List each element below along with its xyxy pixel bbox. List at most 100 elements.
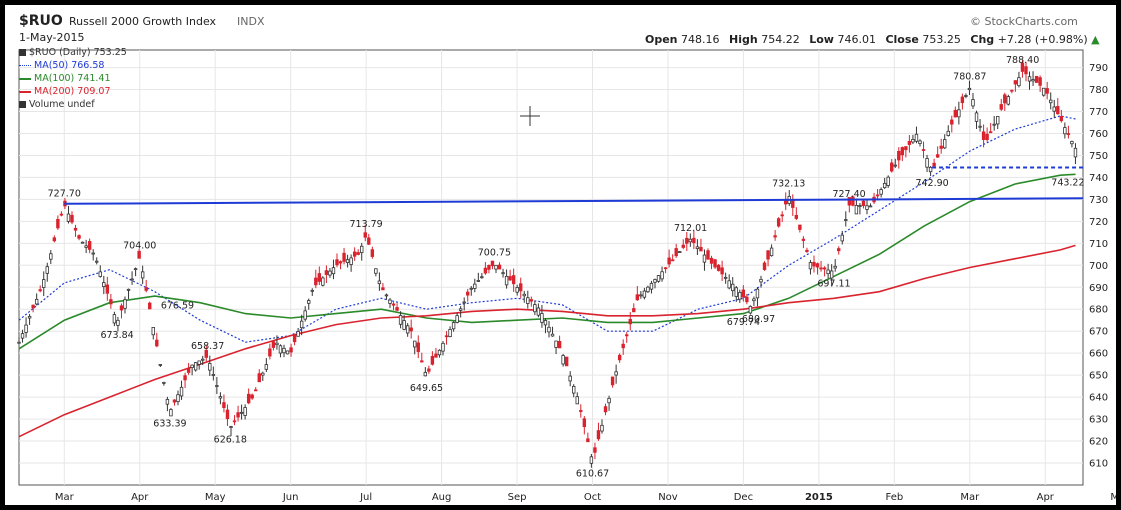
candle-body xyxy=(540,313,544,323)
x-tick-label: Jun xyxy=(282,492,299,503)
candle-body xyxy=(617,354,622,361)
candle-body xyxy=(455,315,459,323)
chg-value: +7.28 (+0.98%) xyxy=(997,33,1088,46)
price-annotation: 626.18 xyxy=(214,434,247,445)
candle-body xyxy=(596,430,601,440)
candle-body xyxy=(805,249,809,252)
candle-body xyxy=(554,340,558,348)
candle-body xyxy=(897,150,901,161)
candle-body xyxy=(402,320,406,330)
candle-body xyxy=(473,283,477,289)
candle-body xyxy=(738,292,742,300)
candle-body xyxy=(875,194,880,197)
candle-body xyxy=(395,307,399,311)
candle-body xyxy=(988,131,993,134)
x-tick-label: Feb xyxy=(885,492,903,503)
candle-body xyxy=(303,310,307,320)
x-tick-label: Apr xyxy=(131,492,149,503)
candle-body xyxy=(374,268,378,274)
candle-body xyxy=(179,386,184,397)
candle-body xyxy=(52,237,57,242)
candle-body xyxy=(900,147,905,156)
candle-body xyxy=(1070,140,1074,145)
candle-body xyxy=(377,280,382,285)
legend-label: $RUO (Daily) 753.25 xyxy=(29,47,127,58)
x-tick-label: Mar xyxy=(55,492,75,503)
candle-body xyxy=(589,456,594,464)
candle-body xyxy=(943,139,947,149)
candle-body xyxy=(257,373,261,383)
candle-body xyxy=(603,406,608,413)
trend-lines xyxy=(64,166,1084,205)
candle-body xyxy=(246,393,251,404)
candle-body xyxy=(660,271,664,280)
high-value: 754.22 xyxy=(761,33,800,46)
price-annotation: 742.90 xyxy=(915,178,948,189)
x-tick-label: Dec xyxy=(734,492,753,503)
trend-line xyxy=(64,197,1084,205)
line-icon xyxy=(19,90,31,93)
candle-body xyxy=(296,331,300,337)
candle-body xyxy=(561,355,565,365)
candle-body xyxy=(833,265,837,269)
candle-body xyxy=(762,262,767,270)
candle-body xyxy=(398,315,403,325)
candle-body xyxy=(1034,75,1039,83)
candle-body xyxy=(250,394,254,399)
candle-body xyxy=(1031,79,1035,82)
candle-body xyxy=(232,420,237,423)
candle-body xyxy=(190,364,194,368)
candle-body xyxy=(688,238,693,243)
candle-body xyxy=(798,224,802,230)
candle-body xyxy=(928,166,933,173)
x-tick-label: Jul xyxy=(359,492,372,503)
candle-body xyxy=(98,271,102,277)
candle-body xyxy=(49,253,53,260)
candle-body xyxy=(427,368,431,372)
candle-body xyxy=(66,213,71,222)
legend-item: $RUO (Daily) 753.25 xyxy=(19,46,127,59)
candle-body xyxy=(169,409,173,417)
candle-body xyxy=(215,385,219,387)
candle-body xyxy=(971,99,975,107)
y-tick-label: 790 xyxy=(1089,63,1108,74)
price-annotation: 680.97 xyxy=(742,314,775,325)
candle-body xyxy=(222,402,226,409)
y-tick-label: 740 xyxy=(1089,173,1108,184)
candle-body xyxy=(307,300,311,304)
candle-body xyxy=(504,275,509,286)
candle-icon xyxy=(19,49,26,56)
candle-body xyxy=(328,270,332,276)
candle-body xyxy=(918,140,922,144)
candle-body xyxy=(861,200,866,207)
price-chart: 727.70 704.00 673.84 676.59 633.39 658.37 626.… xyxy=(17,49,1116,503)
candle-body xyxy=(731,283,735,292)
candle-body xyxy=(321,277,325,286)
x-tick-label: Mar xyxy=(960,492,980,503)
candle-body xyxy=(356,252,360,255)
candle-body xyxy=(289,347,293,353)
x-tick-label: Nov xyxy=(658,492,678,503)
y-tick-label: 620 xyxy=(1089,437,1108,448)
candle-body xyxy=(501,272,505,275)
y-tick-label: 630 xyxy=(1089,415,1108,426)
candle-body xyxy=(324,270,329,275)
low-value: 746.01 xyxy=(837,33,876,46)
candle-body xyxy=(593,447,597,453)
candle-body xyxy=(713,259,717,268)
candle-body xyxy=(109,299,113,305)
candle-body xyxy=(519,283,523,292)
legend: $RUO (Daily) 753.25 MA(50) 766.58 MA(100) … xyxy=(19,46,127,111)
candle-body xyxy=(960,96,965,104)
candle-body xyxy=(759,278,763,283)
price-annotation: 780.87 xyxy=(953,72,986,83)
candle-body xyxy=(826,269,830,275)
candle-body xyxy=(579,410,583,412)
candle-body xyxy=(338,261,343,264)
candle-body xyxy=(674,248,678,257)
y-tick-label: 650 xyxy=(1089,371,1108,382)
candle-body xyxy=(282,347,286,354)
candle-body xyxy=(812,261,816,267)
candle-body xyxy=(490,260,495,267)
